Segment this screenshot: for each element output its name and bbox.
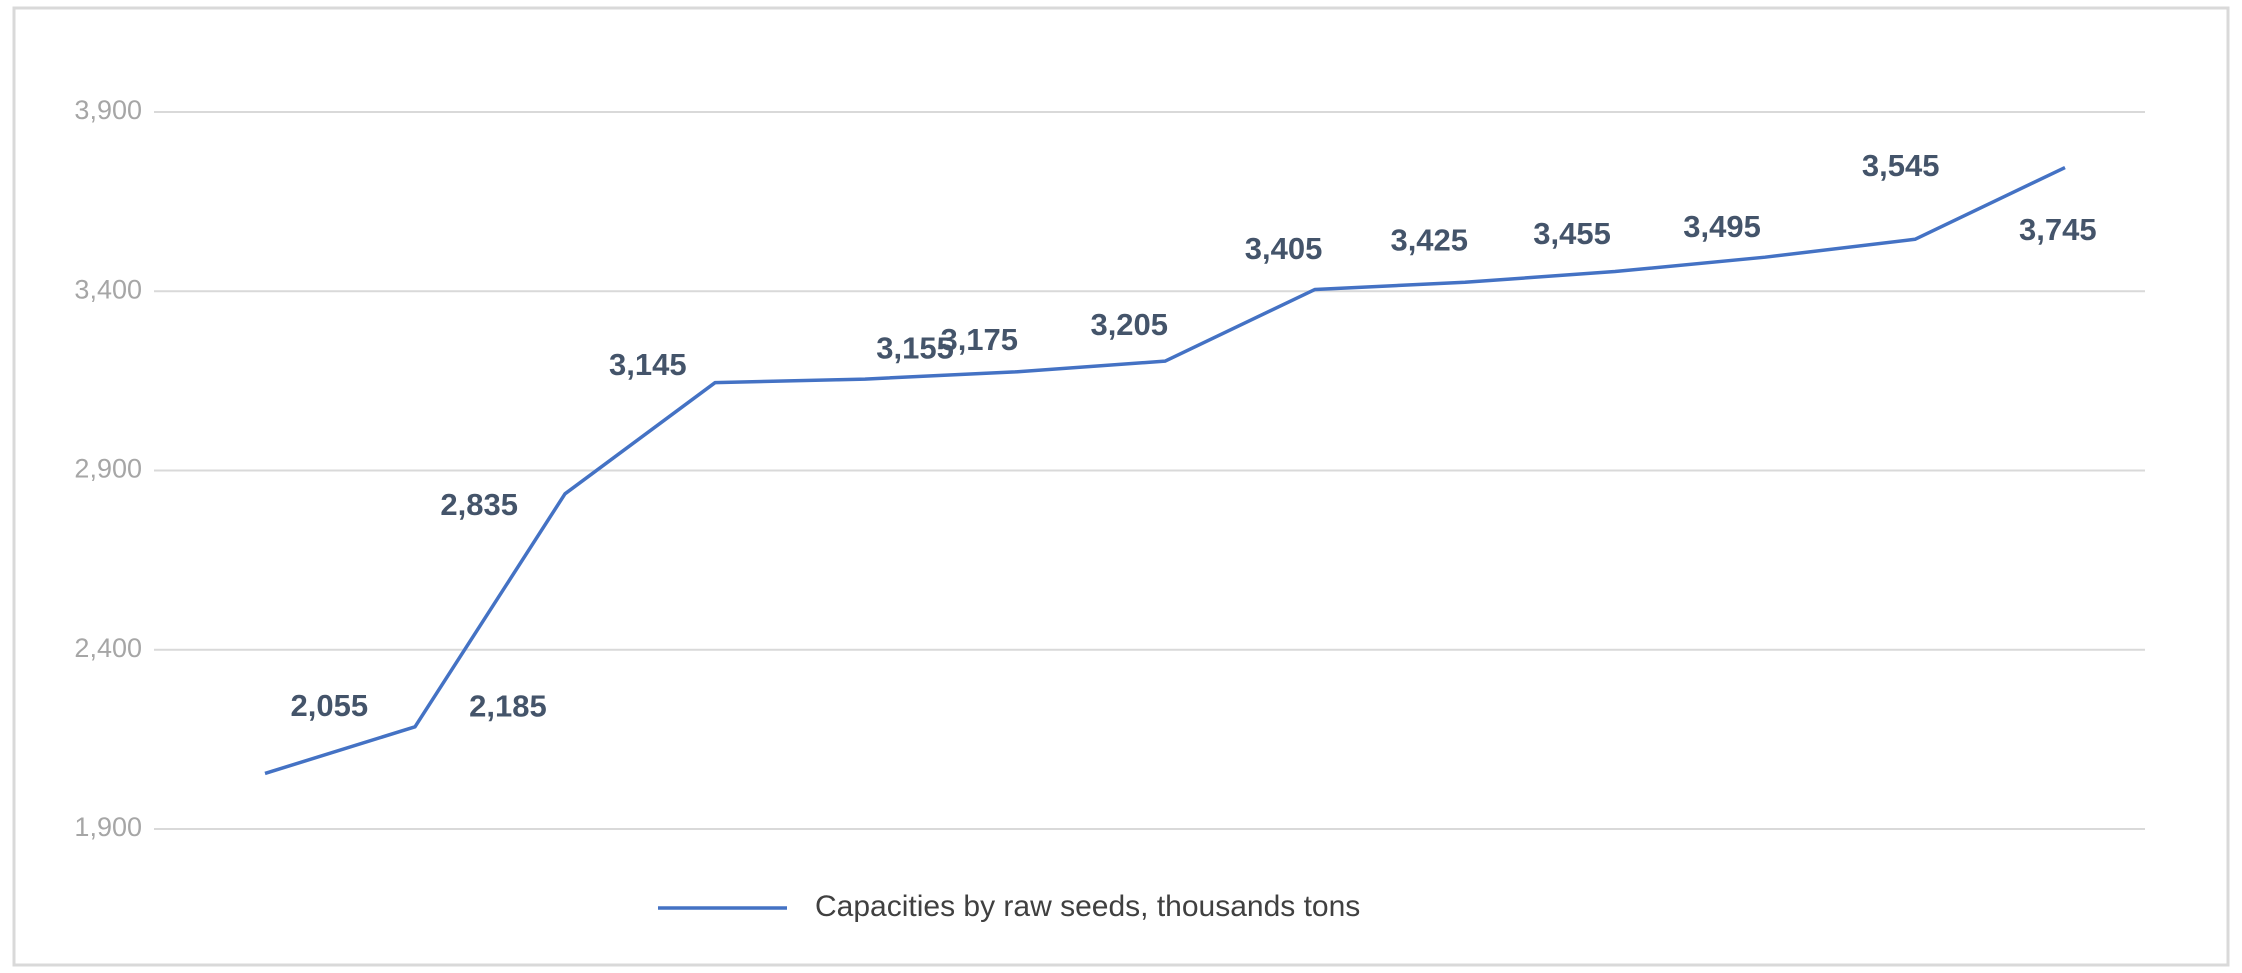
legend-label: Capacities by raw seeds, thousands tons xyxy=(815,890,1360,923)
data-label: 3,145 xyxy=(609,347,687,382)
y-tick-label: 3,400 xyxy=(74,274,142,304)
data-label: 2,055 xyxy=(291,688,369,723)
y-tick-label: 3,900 xyxy=(74,95,142,125)
data-label: 3,425 xyxy=(1390,222,1468,257)
data-label: 3,175 xyxy=(940,322,1018,357)
data-label: 3,745 xyxy=(2019,212,2097,247)
y-tick-label: 2,400 xyxy=(74,633,142,663)
chart-frame xyxy=(12,6,2230,967)
data-label: 3,495 xyxy=(1683,209,1761,244)
data-label: 2,835 xyxy=(440,487,518,522)
y-tick-label: 1,900 xyxy=(74,812,142,842)
data-label: 3,155 xyxy=(876,331,954,366)
data-label: 2,185 xyxy=(469,688,547,723)
data-label: 3,545 xyxy=(1862,148,1940,183)
y-tick-label: 2,900 xyxy=(74,454,142,484)
data-label: 3,405 xyxy=(1245,231,1323,266)
series-line xyxy=(264,165,2066,776)
data-label: 3,455 xyxy=(1533,216,1611,251)
data-label: 3,205 xyxy=(1090,307,1168,342)
